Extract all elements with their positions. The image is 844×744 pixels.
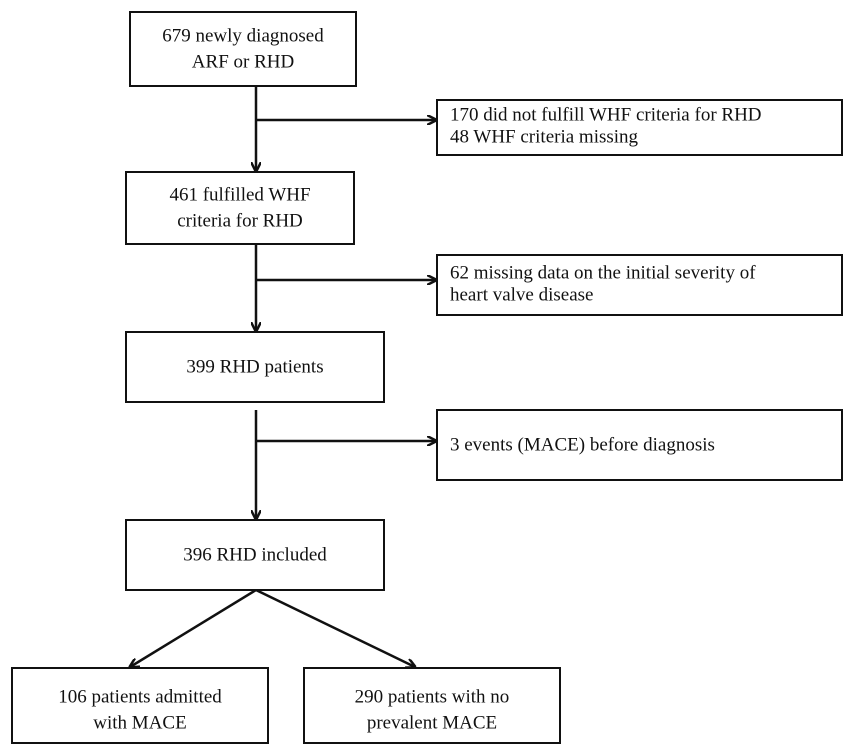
box: [436, 99, 843, 156]
box: [125, 171, 355, 245]
box-text: with MACE: [93, 712, 186, 733]
arrow: [255, 588, 415, 667]
box-text: ARF or RHD: [192, 51, 294, 72]
box-text: 396 RHD included: [183, 544, 327, 565]
box: [436, 409, 843, 481]
box-text: 48 WHF criteria missing: [450, 126, 639, 147]
box-text: 62 missing data on the initial severity …: [450, 262, 756, 283]
box-text: criteria for RHD: [177, 210, 303, 231]
box-text: 106 patients admitted: [58, 686, 222, 707]
box: [125, 331, 385, 403]
box-text: 461 fulfilled WHF: [169, 184, 310, 205]
box-text: heart valve disease: [450, 284, 593, 305]
box: [303, 667, 561, 744]
box: [11, 667, 269, 744]
box-text: 290 patients with no: [355, 686, 510, 707]
box-text: 170 did not fulfill WHF criteria for RHD: [450, 104, 762, 125]
box-text: 3 events (MACE) before diagnosis: [450, 434, 715, 455]
arrow: [130, 588, 257, 667]
box: [436, 254, 843, 316]
box-text: prevalent MACE: [367, 712, 497, 733]
box: [129, 11, 357, 87]
box-text: 399 RHD patients: [186, 356, 323, 377]
box: [125, 519, 385, 591]
box-text: 679 newly diagnosed: [162, 25, 324, 46]
